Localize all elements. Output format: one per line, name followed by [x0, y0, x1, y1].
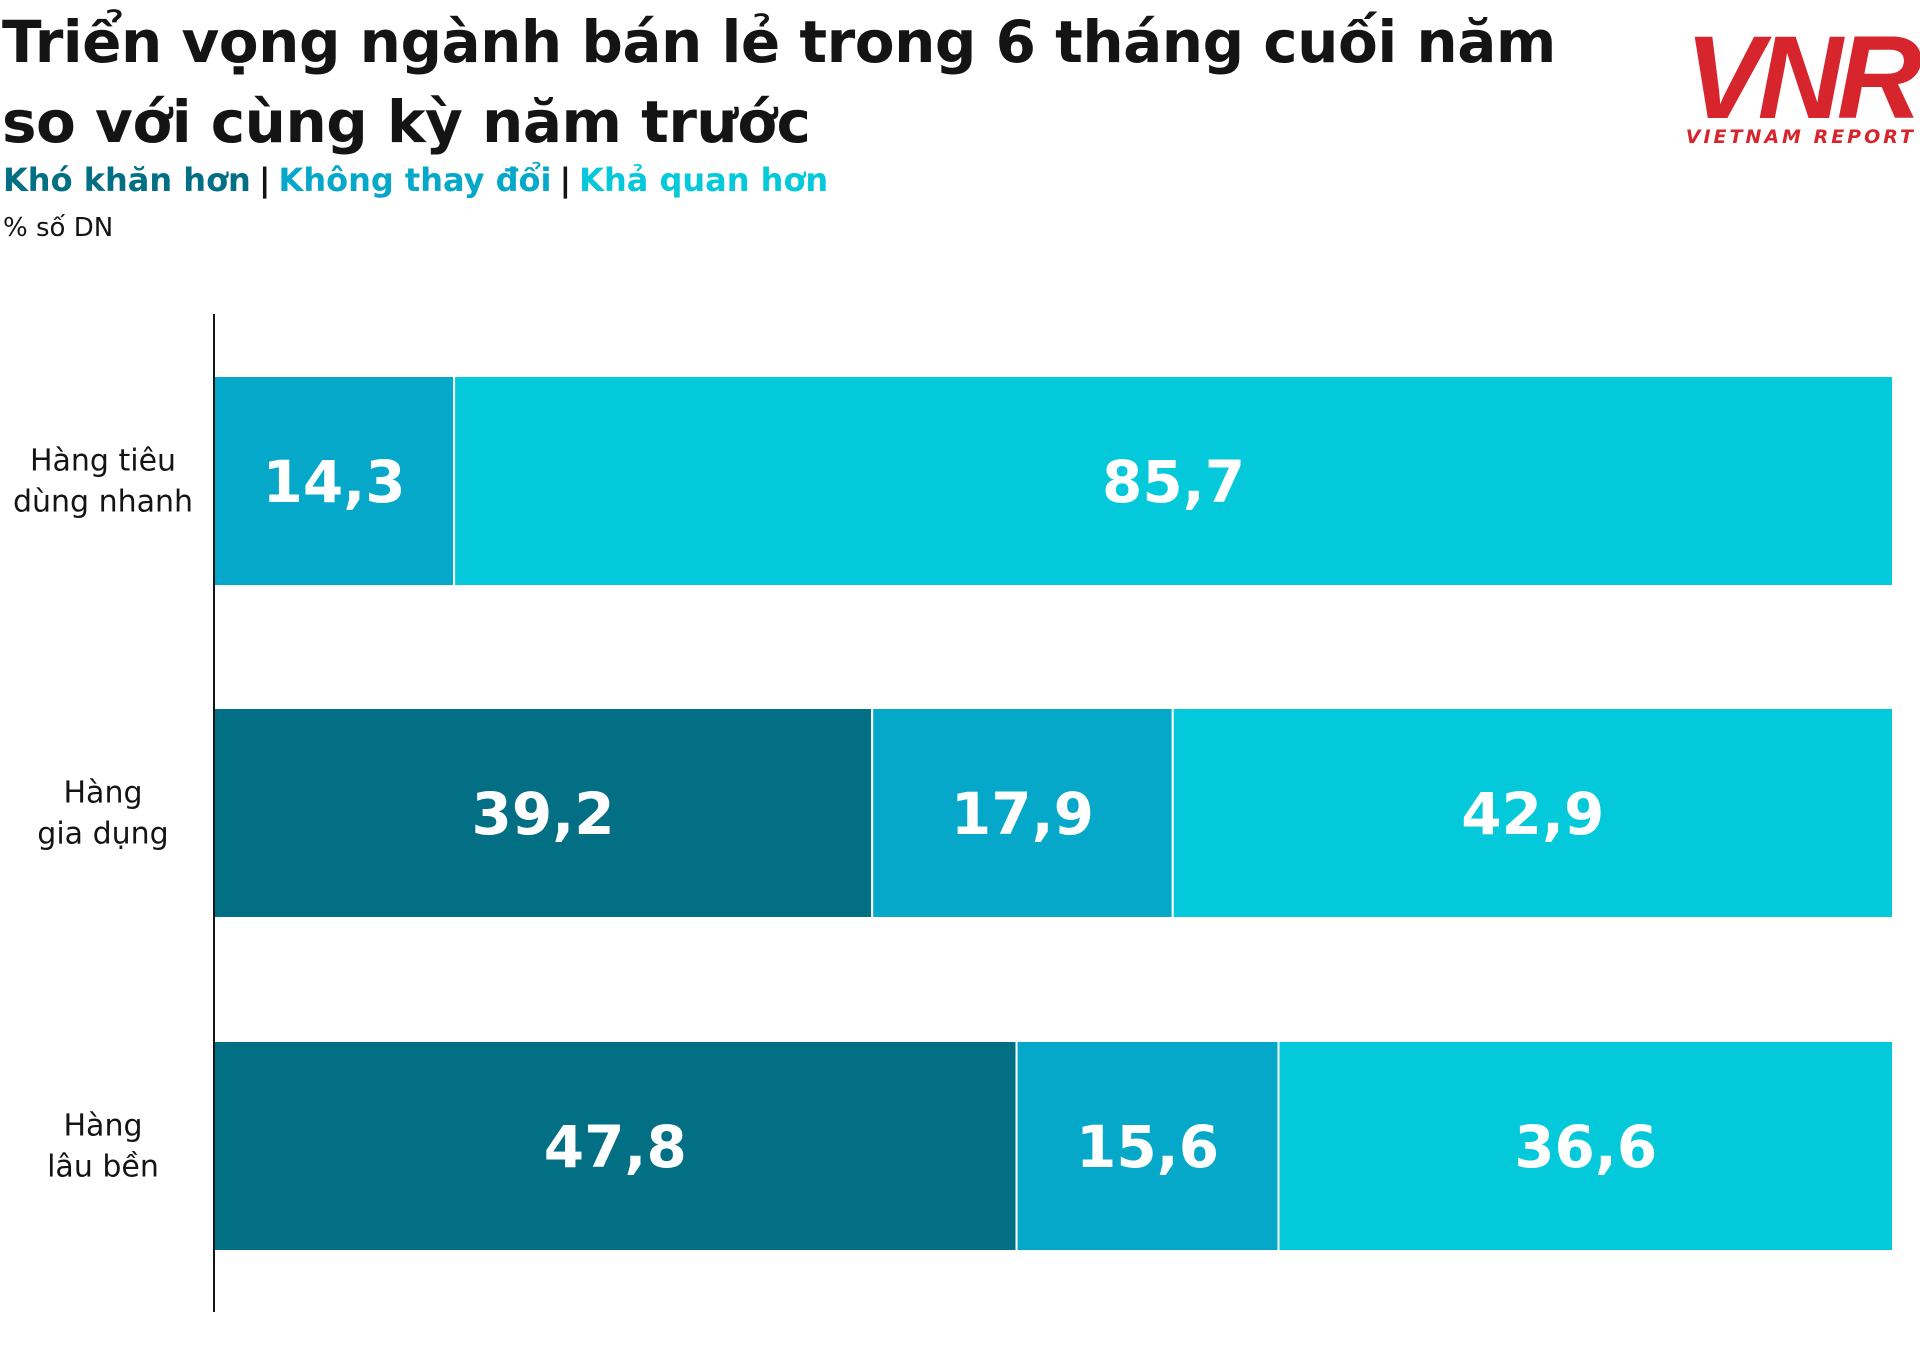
bar-value-label: 36,6 [1514, 1113, 1657, 1181]
bar-segment [1171, 707, 1894, 919]
bars-group [213, 375, 1894, 1252]
bar-labels-group: 14,3 85,7 39,2 17,9 42,9 47,8 15,6 36,6 [262, 448, 1657, 1181]
category-label: gia dụng [37, 817, 168, 852]
bar-segment [1015, 1040, 1280, 1252]
bar-segment [213, 707, 874, 919]
bar-value-label: 39,2 [472, 780, 615, 848]
bar-value-label: 15,6 [1076, 1113, 1219, 1181]
unit-label: % số DN [3, 213, 114, 243]
legend-item-kha-quan-hon: Khả quan hơn [579, 161, 829, 199]
legend-item-khong-thay-doi: Không thay đổi [278, 161, 552, 199]
bar-value-label: 42,9 [1461, 780, 1604, 848]
category-label: Hàng [64, 1109, 143, 1144]
legend-separator: | [258, 161, 271, 199]
category-labels-group: Hàng tiêu dùng nhanh Hàng gia dụng Hàng lâu b… [13, 444, 193, 1185]
chart-title-line-1: Triển vọng ngành bán lẻ trong 6 tháng cu… [2, 8, 1556, 76]
bar-segment [213, 1040, 1018, 1252]
legend-separator: | [559, 161, 572, 199]
bar-segment [213, 375, 456, 587]
vnr-logo: VNR [1685, 12, 1920, 144]
bar-segment [871, 707, 1174, 919]
chart-title-line-2: so với cùng kỳ năm trước [2, 88, 811, 156]
category-label: lâu bền [47, 1150, 159, 1185]
category-label: dùng nhanh [13, 485, 193, 520]
bar-segment [453, 375, 1894, 587]
bar-segment [1277, 1040, 1894, 1252]
bar-value-label: 14,3 [262, 448, 405, 516]
vnr-logo-text: VNR [1685, 12, 1920, 144]
bar-value-label: 85,7 [1102, 448, 1245, 516]
vnr-logo-caption: VIETNAM REPORT [1685, 126, 1916, 148]
bar-value-label: 47,8 [544, 1113, 687, 1181]
category-label: Hàng tiêu [30, 444, 176, 479]
chart-title: Triển vọng ngành bán lẻ trong 6 tháng cu… [2, 2, 1562, 162]
legend-item-kho-khan-hon: Khó khăn hơn [3, 161, 251, 199]
bar-value-label: 17,9 [951, 780, 1094, 848]
legend: Khó khăn hơn | Không thay đổi | Khả quan hơn [3, 158, 828, 202]
category-label: Hàng [64, 776, 143, 811]
